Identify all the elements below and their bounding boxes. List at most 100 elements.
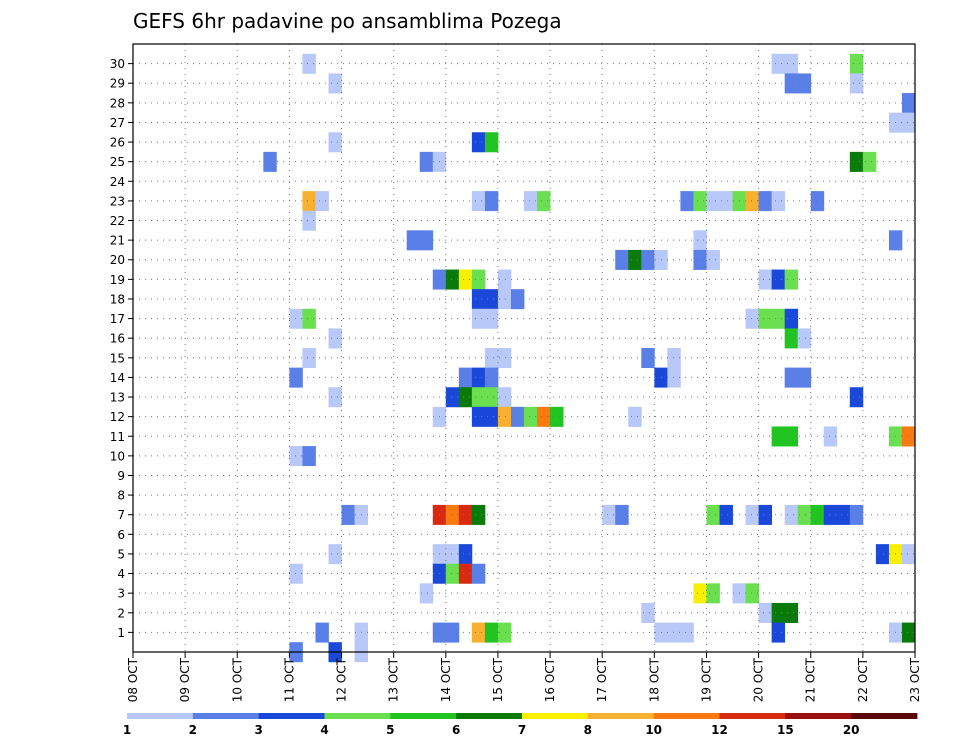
cell <box>484 348 499 369</box>
colorbar-swatch <box>719 713 786 719</box>
cell <box>445 544 460 565</box>
cell <box>471 387 486 408</box>
cell <box>901 112 916 133</box>
colorbar-label: 5 <box>386 723 394 737</box>
cell <box>289 308 303 329</box>
cell <box>497 289 512 310</box>
cell <box>758 308 773 329</box>
cell <box>471 132 486 153</box>
cell <box>406 230 421 251</box>
cell <box>823 504 838 525</box>
y-tick-label: 3 <box>117 587 125 601</box>
cell <box>797 328 812 349</box>
cell <box>328 132 342 153</box>
cell <box>315 622 329 643</box>
y-tick-label: 20 <box>110 253 125 267</box>
cell <box>784 426 799 447</box>
cell <box>302 210 316 231</box>
colorbar-swatch <box>127 713 194 719</box>
cell <box>849 53 864 74</box>
cell <box>328 387 342 408</box>
colorbar-swatch <box>522 713 589 719</box>
cell <box>823 426 838 447</box>
cell <box>797 73 812 94</box>
colorbar-label: 15 <box>777 723 794 737</box>
cell <box>419 151 434 172</box>
cell <box>784 602 799 623</box>
cell <box>550 406 564 427</box>
cell <box>484 289 499 310</box>
cell <box>458 563 473 584</box>
cell <box>641 348 655 369</box>
y-tick-label: 14 <box>110 371 125 385</box>
cell <box>719 504 733 525</box>
cell <box>771 308 786 329</box>
cell <box>693 230 707 251</box>
cell <box>901 622 916 643</box>
cell <box>458 367 473 388</box>
cell <box>537 191 551 212</box>
cell <box>667 367 681 388</box>
cell <box>641 602 655 623</box>
x-tick-label: 08 OCT <box>126 657 140 702</box>
cell <box>445 504 460 525</box>
cell <box>641 249 655 270</box>
colorbar: 1 2 3 4 5 6 7 8 10 12 15 20 <box>123 713 918 737</box>
cell <box>445 563 460 584</box>
cell <box>458 387 473 408</box>
y-tick-label: 11 <box>110 430 125 444</box>
cell <box>797 367 812 388</box>
cells-layer <box>263 53 916 663</box>
cell <box>771 426 786 447</box>
x-tick-label: 20 OCT <box>752 657 766 702</box>
cell <box>484 622 499 643</box>
cell <box>458 504 473 525</box>
cell <box>667 348 681 369</box>
colorbar-label: 6 <box>452 723 460 737</box>
colorbar-label: 2 <box>189 723 197 737</box>
cell <box>484 406 499 427</box>
cell <box>497 622 512 643</box>
cell <box>706 191 720 212</box>
y-tick-label: 27 <box>110 116 125 130</box>
cell <box>419 230 434 251</box>
cell <box>524 191 538 212</box>
colorbar-label: 8 <box>584 723 592 737</box>
y-tick-label: 17 <box>110 312 125 326</box>
cell <box>328 544 342 565</box>
cell <box>680 622 694 643</box>
cell <box>484 367 499 388</box>
cell <box>784 504 799 525</box>
colorbar-label: 20 <box>843 723 860 737</box>
x-tick-label: 15 OCT <box>491 657 505 702</box>
cell <box>289 446 303 467</box>
chart-title: GEFS 6hr padavine po ansamblima Pozega <box>133 9 562 33</box>
cell <box>289 563 303 584</box>
cell <box>784 328 799 349</box>
cell <box>745 504 759 525</box>
cell <box>745 583 759 604</box>
cell <box>302 53 316 74</box>
cell <box>758 602 773 623</box>
cell <box>328 328 342 349</box>
colorbar-label: 4 <box>320 723 328 737</box>
cell <box>862 151 877 172</box>
cell <box>849 73 864 94</box>
colorbar-swatch <box>456 713 523 719</box>
cell <box>693 191 707 212</box>
y-tick-label: 25 <box>110 155 125 169</box>
x-tick-label: 17 OCT <box>595 657 609 702</box>
cell <box>302 308 316 329</box>
cell <box>471 563 486 584</box>
y-tick-label: 5 <box>117 547 125 561</box>
cell <box>719 191 733 212</box>
colorbar-swatch <box>390 713 457 719</box>
cell <box>537 406 551 427</box>
y-tick-label: 1 <box>117 626 125 640</box>
cell <box>849 387 864 408</box>
cell <box>628 249 642 270</box>
y-tick-label: 26 <box>110 136 125 150</box>
cell <box>263 151 277 172</box>
cell <box>484 308 499 329</box>
